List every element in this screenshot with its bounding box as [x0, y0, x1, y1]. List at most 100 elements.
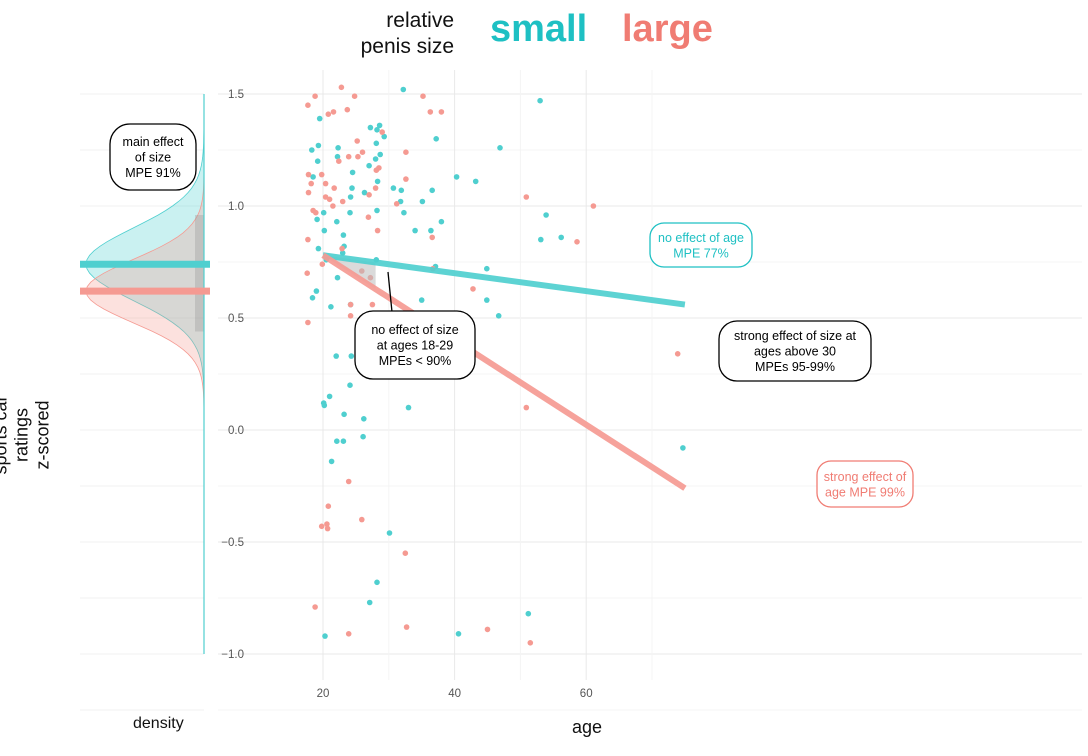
point-small: [314, 158, 321, 164]
density-panel: [80, 93, 210, 711]
point-large: [339, 245, 345, 252]
point-small: [361, 189, 368, 196]
point-small: [374, 207, 380, 214]
point-small: [525, 610, 532, 617]
point-large: [372, 185, 379, 191]
point-large: [345, 631, 352, 637]
point-small: [339, 250, 346, 256]
point-large: [365, 214, 372, 220]
point-small: [497, 145, 503, 151]
trend-line-small: [322, 252, 686, 308]
point-large: [674, 351, 681, 357]
point-small: [340, 232, 347, 238]
y-axis-label: sports car ratings z-scored: [0, 390, 54, 480]
legend-title-line1: relative: [386, 9, 454, 32]
point-small: [367, 124, 374, 131]
point-small: [333, 353, 340, 359]
point-small: [322, 633, 328, 639]
x-tick-label: 60: [580, 688, 593, 700]
point-large: [325, 111, 332, 117]
legend-title-line2: penis size: [360, 35, 454, 58]
point-large: [338, 84, 345, 91]
x-tick-label: 40: [448, 688, 461, 700]
y-tick-label: 1.5: [228, 89, 244, 101]
point-small: [390, 185, 397, 191]
point-small: [418, 297, 425, 303]
no-effect-young-text: no effect of size: [371, 323, 458, 337]
point-large: [393, 201, 400, 207]
strong-effect-older-box: [718, 320, 872, 382]
point-small: [334, 153, 341, 160]
point-large: [427, 109, 434, 115]
point-small: [433, 136, 440, 142]
point-large: [347, 313, 354, 319]
point-small: [376, 122, 383, 129]
point-small: [558, 234, 564, 241]
no-effect-young-text: MPEs < 90%: [379, 354, 452, 368]
point-small: [309, 295, 316, 301]
point-small: [386, 530, 393, 536]
age-effect-small-box: [649, 222, 753, 268]
point-small: [347, 194, 354, 200]
point-small: [484, 265, 490, 272]
point-small: [374, 178, 381, 185]
point-large: [331, 185, 338, 191]
point-large: [326, 196, 333, 203]
y-axis-label-line1: sports car ratings: [0, 395, 32, 475]
point-large: [344, 106, 351, 113]
point-small: [419, 198, 426, 205]
point-small: [373, 140, 380, 147]
point-small: [366, 162, 372, 169]
point-large: [359, 516, 365, 523]
trend-lines: [321, 252, 687, 491]
point-large: [330, 203, 336, 209]
point-small: [349, 169, 356, 176]
point-small: [347, 382, 353, 389]
point-small: [309, 147, 315, 153]
point-small: [320, 209, 327, 216]
point-small: [377, 151, 384, 158]
annotation-pointer: [387, 271, 393, 313]
point-small: [310, 174, 316, 180]
point-small: [412, 227, 418, 234]
point-small: [543, 212, 549, 218]
point-small: [341, 411, 347, 418]
point-small: [334, 218, 340, 225]
point-large: [305, 171, 312, 178]
age-effect-large-box: [816, 460, 914, 508]
density-axis-label: density: [133, 715, 184, 732]
y-tick-label: 1.0: [228, 201, 244, 213]
legend-key-large: large: [622, 8, 713, 50]
point-large: [305, 102, 311, 108]
point-small: [495, 313, 502, 319]
point-large: [590, 203, 597, 209]
no-effect-young-text: at ages 18-29: [377, 339, 453, 353]
trend-line-large: [321, 252, 687, 491]
point-large: [359, 149, 366, 155]
point-large: [336, 158, 342, 164]
age-effect-small-text: no effect of age: [658, 231, 744, 245]
point-large: [324, 525, 331, 532]
point-large: [305, 189, 312, 196]
no-effect-young-box: [354, 310, 476, 380]
point-large: [403, 624, 410, 630]
x-tick-label: 20: [317, 688, 330, 700]
point-small: [334, 274, 341, 281]
point-small: [405, 404, 412, 411]
strong-effect-older-text: ages above 30: [754, 345, 836, 359]
point-small: [453, 174, 460, 180]
strong-effect-older-text: strong effect of size at: [734, 329, 857, 343]
point-large: [527, 640, 534, 646]
point-large: [403, 176, 409, 182]
point-small: [315, 245, 322, 252]
point-large: [470, 286, 476, 292]
point-small: [398, 187, 405, 194]
point-small: [400, 86, 407, 93]
point-large: [484, 626, 491, 633]
point-small: [314, 216, 320, 223]
point-small: [366, 599, 373, 606]
point-large: [366, 192, 372, 198]
grid: [218, 70, 1082, 711]
